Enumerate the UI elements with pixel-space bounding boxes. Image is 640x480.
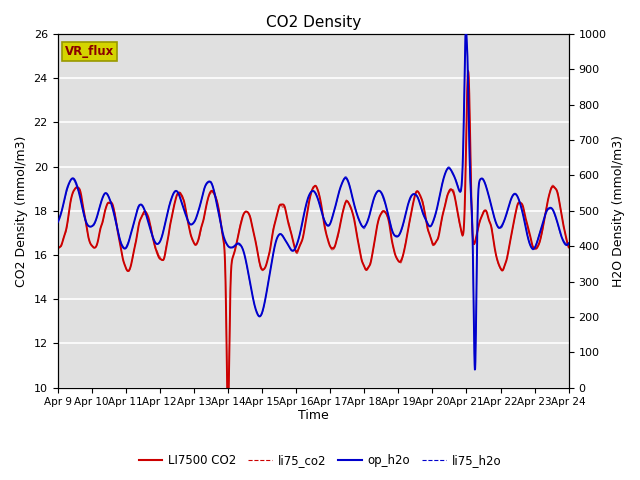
Y-axis label: H2O Density (mmol/m3): H2O Density (mmol/m3) — [612, 135, 625, 287]
Title: CO2 Density: CO2 Density — [266, 15, 361, 30]
Legend: LI7500 CO2, li75_co2, op_h2o, li75_h2o: LI7500 CO2, li75_co2, op_h2o, li75_h2o — [134, 449, 506, 472]
Y-axis label: CO2 Density (mmol/m3): CO2 Density (mmol/m3) — [15, 135, 28, 287]
Text: VR_flux: VR_flux — [65, 45, 115, 58]
X-axis label: Time: Time — [298, 409, 328, 422]
